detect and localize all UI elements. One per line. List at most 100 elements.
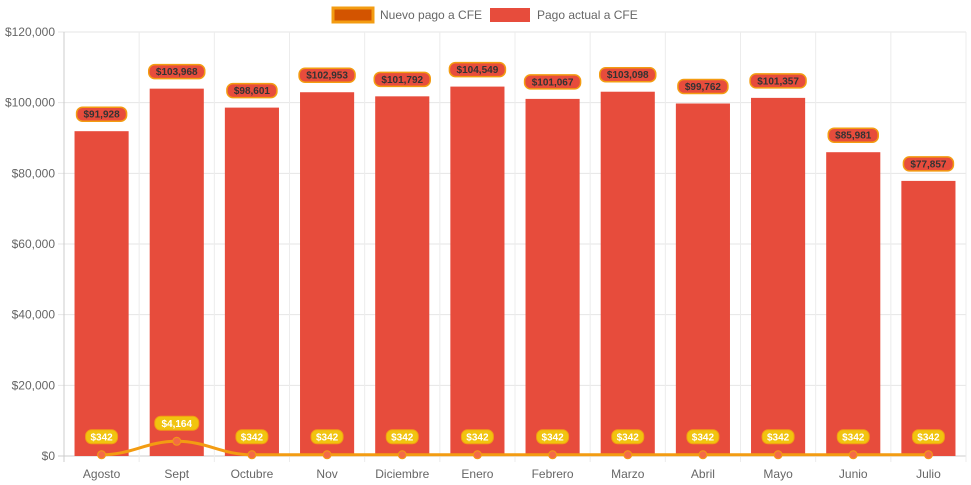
legend-item-nuevo-pago[interactable]: Nuevo pago a CFE — [331, 6, 482, 24]
x-tick-label: Agosto — [83, 467, 121, 481]
bar-data-label: $104,549 — [457, 65, 499, 76]
bar[interactable] — [450, 86, 505, 456]
x-tick-label: Abril — [691, 467, 715, 481]
bar[interactable] — [74, 131, 129, 456]
x-tick-label: Enero — [461, 467, 493, 481]
bar-data-label: $101,067 — [532, 77, 574, 88]
line-data-label-box — [154, 415, 200, 431]
bar[interactable] — [525, 98, 580, 456]
bar-data-label: $98,601 — [234, 86, 271, 97]
bar-data-label-box — [373, 71, 431, 88]
bar-data-label: $101,792 — [381, 75, 423, 86]
line-data-label: $342 — [241, 432, 264, 443]
line-data-label: $342 — [692, 432, 715, 443]
x-axis: Agosto Sept Octubre Nov Diciembre Enero Febrer… — [83, 467, 941, 481]
line-data-label-box — [235, 429, 269, 445]
bar[interactable] — [751, 97, 806, 456]
bar[interactable] — [300, 92, 355, 457]
bar-data-label: $103,968 — [156, 67, 198, 78]
bar-data-label-box — [523, 74, 582, 90]
line-data-label: $342 — [842, 432, 865, 443]
line-data-label-box — [911, 429, 945, 445]
line-data-label-box — [310, 429, 344, 445]
line-data-label: $342 — [917, 432, 940, 443]
line-data-label-box — [761, 429, 795, 445]
y-tick-label: $60,000 — [12, 237, 56, 251]
legend-swatch-pago-actual — [490, 8, 530, 22]
y-tick-label: $80,000 — [12, 166, 56, 180]
line-point[interactable] — [247, 450, 257, 460]
line-point[interactable] — [97, 450, 107, 460]
gridlines — [58, 31, 967, 462]
line-data-label-box — [85, 429, 119, 445]
line-point[interactable] — [773, 450, 783, 460]
x-tick-label: Diciembre — [375, 467, 429, 481]
data-labels: $91,928 $103,968 $98,601 $102,953 $101,792 $1… — [75, 61, 955, 445]
bar[interactable] — [675, 103, 730, 456]
line-data-label-box — [611, 429, 645, 445]
line-point[interactable] — [698, 450, 708, 460]
bar-data-label: $99,762 — [685, 82, 722, 93]
line-point[interactable] — [172, 436, 182, 446]
y-tick-label: $120,000 — [5, 25, 55, 39]
bar-data-label-box — [677, 78, 729, 95]
bar-data-label-box — [75, 106, 128, 122]
line-point[interactable] — [397, 450, 407, 460]
line-point[interactable] — [322, 450, 332, 460]
line-data-label: $342 — [316, 432, 339, 443]
legend-item-pago-actual[interactable]: Pago actual a CFE — [490, 8, 638, 22]
x-tick-label: Sept — [164, 467, 189, 481]
bar-data-label: $91,928 — [84, 110, 121, 121]
bar[interactable] — [600, 91, 655, 456]
bar-data-label-box — [148, 63, 206, 80]
bar-data-label-box — [448, 61, 507, 78]
line-data-label: $342 — [767, 432, 790, 443]
line-path — [101, 439, 929, 457]
line-series — [97, 436, 933, 460]
line-data-label: $342 — [617, 432, 640, 443]
line-data-label: $342 — [541, 432, 564, 443]
line-data-label: $4,164 — [161, 419, 192, 430]
bar[interactable] — [901, 180, 956, 456]
x-tick-label: Marzo — [611, 467, 645, 481]
y-tick-label: $100,000 — [5, 96, 55, 110]
bar-data-label-box — [902, 156, 955, 172]
bar-data-label: $77,857 — [910, 159, 947, 170]
line-point[interactable] — [923, 450, 933, 460]
bar[interactable] — [375, 96, 430, 456]
line-data-label: $342 — [466, 432, 489, 443]
x-tick-label: Febrero — [532, 467, 574, 481]
line-point[interactable] — [548, 450, 558, 460]
legend: Nuevo pago a CFE Pago actual a CFE — [331, 6, 638, 24]
x-tick-label: Julio — [916, 467, 941, 481]
line-point[interactable] — [472, 450, 482, 460]
bar[interactable] — [224, 107, 279, 456]
line-data-label-box — [460, 429, 494, 445]
legend-label-pago-actual: Pago actual a CFE — [537, 8, 638, 22]
bar[interactable] — [826, 152, 881, 456]
legend-label-nuevo-pago: Nuevo pago a CFE — [380, 8, 482, 22]
bars — [74, 86, 956, 457]
bar[interactable] — [149, 88, 204, 457]
x-tick-label: Octubre — [231, 467, 274, 481]
line-data-label: $342 — [90, 432, 113, 443]
legend-swatch-nuevo-pago — [331, 6, 375, 24]
line-data-label-box — [836, 429, 870, 445]
x-tick-label: Mayo — [763, 467, 793, 481]
bar-data-label-box — [298, 67, 356, 83]
bar-data-label: $85,981 — [835, 131, 872, 142]
y-tick-label: $20,000 — [12, 378, 56, 392]
line-point[interactable] — [623, 450, 633, 460]
bar-data-label-box — [749, 73, 807, 89]
bar-data-label-box — [827, 127, 879, 143]
bar-data-label: $103,098 — [607, 70, 649, 81]
y-axis: $0 $20,000 $40,000 $60,000 $80,000 $100,000 $1… — [5, 25, 55, 463]
line-data-label-box — [686, 429, 720, 445]
x-tick-label: Nov — [316, 467, 337, 481]
line-point[interactable] — [848, 450, 858, 460]
y-tick-label: $0 — [42, 449, 56, 463]
line-data-label-box — [536, 429, 570, 445]
y-tick-label: $40,000 — [12, 308, 56, 322]
